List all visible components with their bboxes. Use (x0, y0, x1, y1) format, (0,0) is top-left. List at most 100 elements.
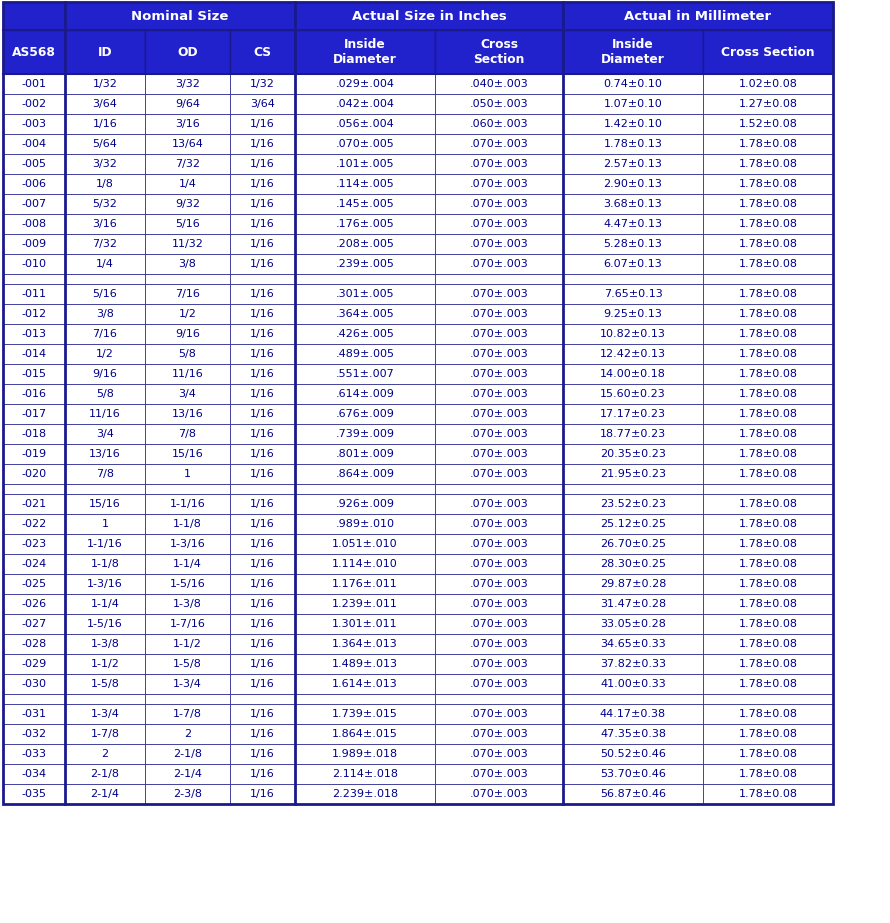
Text: .070±.003: .070±.003 (470, 449, 529, 459)
Text: .614±.009: .614±.009 (336, 389, 394, 399)
Text: 4.47±0.13: 4.47±0.13 (603, 219, 662, 229)
Bar (230, 174, 295, 194)
Bar (295, 254, 435, 274)
Bar (145, 194, 230, 214)
Bar (145, 344, 230, 364)
Text: -004: -004 (21, 139, 46, 149)
Text: 1/16: 1/16 (250, 119, 275, 129)
Text: 1.78±0.08: 1.78±0.08 (739, 389, 797, 399)
Text: 1.176±.011: 1.176±.011 (332, 579, 398, 589)
Text: 1/2: 1/2 (179, 309, 197, 319)
Text: 1-7/16: 1-7/16 (170, 619, 206, 629)
Bar (563, 444, 703, 464)
Text: 3/4: 3/4 (96, 429, 114, 439)
Text: 2.57±0.13: 2.57±0.13 (603, 159, 662, 169)
Bar (435, 74, 563, 94)
Bar (145, 614, 230, 634)
Bar (230, 94, 295, 114)
Bar (145, 364, 230, 384)
Bar (3, 134, 65, 154)
Bar (703, 274, 833, 284)
Bar (435, 654, 563, 674)
Bar (3, 214, 65, 234)
Text: .070±.003: .070±.003 (470, 679, 529, 689)
Text: 1/16: 1/16 (250, 519, 275, 529)
Bar (145, 554, 230, 574)
Text: 3/16: 3/16 (93, 219, 117, 229)
Bar (435, 134, 563, 154)
Text: 20.35±0.23: 20.35±0.23 (600, 449, 666, 459)
Text: 1-1/16: 1-1/16 (87, 539, 123, 549)
Bar (435, 364, 563, 384)
Bar (3, 154, 65, 174)
Bar (435, 344, 563, 364)
Text: AS568: AS568 (12, 45, 56, 58)
Text: 25.12±0.25: 25.12±0.25 (600, 519, 666, 529)
Bar (230, 194, 295, 214)
Bar (230, 574, 295, 594)
Bar (145, 514, 230, 534)
Bar (295, 284, 435, 304)
Text: -027: -027 (21, 619, 46, 629)
Text: 1/16: 1/16 (250, 729, 275, 739)
Bar (563, 324, 703, 344)
Bar (230, 274, 295, 284)
Bar (3, 594, 65, 614)
Bar (145, 30, 230, 74)
Text: 15/16: 15/16 (89, 499, 121, 509)
Text: .070±.003: .070±.003 (470, 579, 529, 589)
Text: 1.114±.010: 1.114±.010 (332, 559, 398, 569)
Text: 1.78±0.08: 1.78±0.08 (739, 729, 797, 739)
Bar (3, 194, 65, 214)
Bar (703, 154, 833, 174)
Text: 1/8: 1/8 (96, 179, 114, 189)
Text: 2.114±.018: 2.114±.018 (332, 769, 398, 779)
Bar (563, 574, 703, 594)
Text: 1/16: 1/16 (250, 389, 275, 399)
Bar (145, 534, 230, 554)
Bar (65, 74, 145, 94)
Text: Cross
Section: Cross Section (473, 38, 525, 66)
Text: 3/4: 3/4 (179, 389, 197, 399)
Bar (703, 114, 833, 134)
Bar (295, 464, 435, 484)
Text: 1.489±.013: 1.489±.013 (332, 659, 398, 669)
Text: .070±.003: .070±.003 (470, 619, 529, 629)
Bar (563, 594, 703, 614)
Bar (563, 484, 703, 494)
Bar (435, 464, 563, 484)
Bar (65, 424, 145, 444)
Text: .060±.003: .060±.003 (470, 119, 529, 129)
Text: 1/16: 1/16 (250, 499, 275, 509)
Bar (703, 384, 833, 404)
Bar (703, 634, 833, 654)
Text: .029±.004: .029±.004 (336, 79, 394, 89)
Text: 1/16: 1/16 (250, 139, 275, 149)
Bar (65, 614, 145, 634)
Bar (230, 614, 295, 634)
Bar (435, 694, 563, 704)
Bar (563, 284, 703, 304)
Text: 1.78±0.08: 1.78±0.08 (739, 659, 797, 669)
Text: .070±.003: .070±.003 (470, 289, 529, 299)
Text: 1-1/2: 1-1/2 (173, 639, 202, 649)
Text: 21.95±0.23: 21.95±0.23 (600, 469, 666, 479)
Text: 1/16: 1/16 (250, 709, 275, 719)
Text: 18.77±0.23: 18.77±0.23 (600, 429, 666, 439)
Text: 2-1/4: 2-1/4 (173, 769, 202, 779)
Text: 1.78±0.08: 1.78±0.08 (739, 539, 797, 549)
Text: 9/64: 9/64 (175, 99, 200, 109)
Bar (563, 764, 703, 784)
Text: .176±.005: .176±.005 (336, 219, 394, 229)
Bar (563, 304, 703, 324)
Text: .056±.004: .056±.004 (336, 119, 394, 129)
Bar (703, 694, 833, 704)
Text: 5.28±0.13: 5.28±0.13 (603, 239, 662, 249)
Text: 1/16: 1/16 (250, 369, 275, 379)
Bar (703, 304, 833, 324)
Bar (230, 384, 295, 404)
Text: .070±.003: .070±.003 (470, 309, 529, 319)
Bar (65, 704, 145, 724)
Bar (145, 464, 230, 484)
Bar (145, 484, 230, 494)
